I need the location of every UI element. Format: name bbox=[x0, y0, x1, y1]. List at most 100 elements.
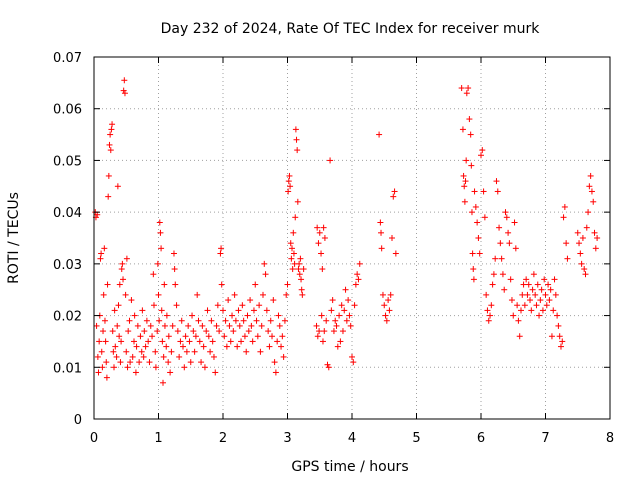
data-point bbox=[336, 312, 343, 319]
data-point bbox=[230, 328, 237, 335]
data-point bbox=[204, 307, 211, 314]
data-point bbox=[165, 359, 172, 366]
data-point bbox=[320, 224, 327, 231]
data-point bbox=[212, 369, 219, 376]
data-point bbox=[161, 322, 168, 329]
data-point bbox=[355, 276, 362, 283]
data-point bbox=[533, 302, 540, 309]
data-point bbox=[563, 240, 570, 247]
data-point bbox=[150, 271, 157, 278]
data-point bbox=[120, 276, 127, 283]
data-point bbox=[274, 338, 281, 345]
data-point bbox=[333, 322, 340, 329]
data-point bbox=[118, 266, 125, 273]
data-point bbox=[191, 348, 198, 355]
data-point bbox=[524, 291, 531, 298]
data-point bbox=[284, 281, 291, 288]
data-point bbox=[115, 302, 122, 309]
data-point bbox=[157, 229, 164, 236]
chart-title: Day 232 of 2024, Rate Of TEC Index for r… bbox=[161, 21, 541, 37]
data-point bbox=[478, 152, 484, 159]
data-point bbox=[345, 297, 352, 304]
data-point bbox=[377, 219, 384, 226]
data-point bbox=[173, 302, 180, 309]
data-point bbox=[101, 245, 108, 252]
data-point bbox=[118, 338, 125, 345]
data-point bbox=[176, 353, 183, 360]
data-point bbox=[564, 255, 571, 262]
data-point bbox=[503, 214, 510, 221]
data-point bbox=[517, 307, 524, 314]
data-point bbox=[516, 333, 523, 340]
data-point bbox=[460, 172, 467, 179]
data-point bbox=[285, 188, 292, 195]
data-point bbox=[207, 348, 214, 355]
data-point bbox=[327, 157, 334, 164]
data-point bbox=[270, 297, 277, 304]
data-point bbox=[387, 291, 394, 298]
data-point bbox=[290, 250, 297, 257]
data-point bbox=[114, 322, 121, 329]
y-axis-label: ROTI / TECUs bbox=[6, 192, 22, 284]
data-point bbox=[461, 198, 468, 205]
tick-labels: 0 1 2 3 4 5 6 7 8 0 0.01 0.02 0.03 0.04 0.05 0.06 0.07 bbox=[53, 51, 614, 446]
data-point bbox=[459, 126, 466, 133]
data-point bbox=[341, 307, 348, 314]
data-point bbox=[218, 281, 225, 288]
data-point bbox=[585, 209, 592, 216]
data-point bbox=[332, 317, 339, 324]
data-point bbox=[136, 359, 143, 366]
y-tick-label: 0.06 bbox=[53, 103, 82, 118]
data-point bbox=[174, 328, 181, 335]
data-point bbox=[386, 307, 393, 314]
data-point bbox=[95, 369, 102, 376]
data-point bbox=[113, 353, 120, 360]
data-point bbox=[321, 235, 328, 241]
data-point bbox=[99, 364, 106, 371]
data-point bbox=[253, 317, 260, 324]
data-point bbox=[319, 266, 326, 273]
data-point bbox=[550, 307, 557, 314]
data-point bbox=[146, 359, 153, 366]
data-point bbox=[223, 343, 230, 350]
data-point bbox=[289, 266, 296, 273]
data-point bbox=[543, 302, 550, 309]
data-point bbox=[324, 361, 331, 368]
data-point bbox=[137, 333, 144, 340]
x-tick-label: 6 bbox=[477, 431, 485, 446]
data-point bbox=[190, 328, 197, 335]
data-point bbox=[186, 338, 193, 345]
data-point bbox=[159, 338, 166, 345]
data-point bbox=[323, 317, 330, 324]
data-point bbox=[521, 302, 528, 309]
data-point bbox=[258, 322, 265, 329]
data-point bbox=[325, 364, 332, 371]
data-point bbox=[235, 307, 242, 314]
data-point bbox=[250, 307, 257, 314]
data-point bbox=[121, 90, 128, 97]
data-point bbox=[579, 235, 586, 241]
data-point bbox=[122, 291, 129, 298]
data-point bbox=[488, 302, 495, 309]
data-point bbox=[217, 250, 224, 257]
data-point bbox=[133, 343, 140, 350]
data-point bbox=[537, 297, 544, 304]
data-point bbox=[586, 183, 593, 190]
data-point bbox=[94, 211, 101, 218]
data-point bbox=[194, 291, 201, 298]
x-tick-label: 2 bbox=[219, 431, 227, 446]
data-point bbox=[463, 157, 470, 164]
data-point bbox=[474, 219, 481, 226]
data-point bbox=[392, 250, 399, 257]
x-axis-label: GPS time / hours bbox=[291, 459, 408, 475]
data-point bbox=[390, 193, 397, 200]
data-point bbox=[231, 291, 238, 298]
data-point bbox=[510, 312, 517, 319]
data-point bbox=[276, 322, 283, 329]
data-point bbox=[466, 116, 473, 123]
y-tick-label: 0.04 bbox=[53, 206, 82, 221]
data-point bbox=[244, 312, 251, 319]
data-point bbox=[294, 147, 301, 154]
data-point bbox=[203, 328, 210, 335]
data-point bbox=[232, 317, 239, 324]
